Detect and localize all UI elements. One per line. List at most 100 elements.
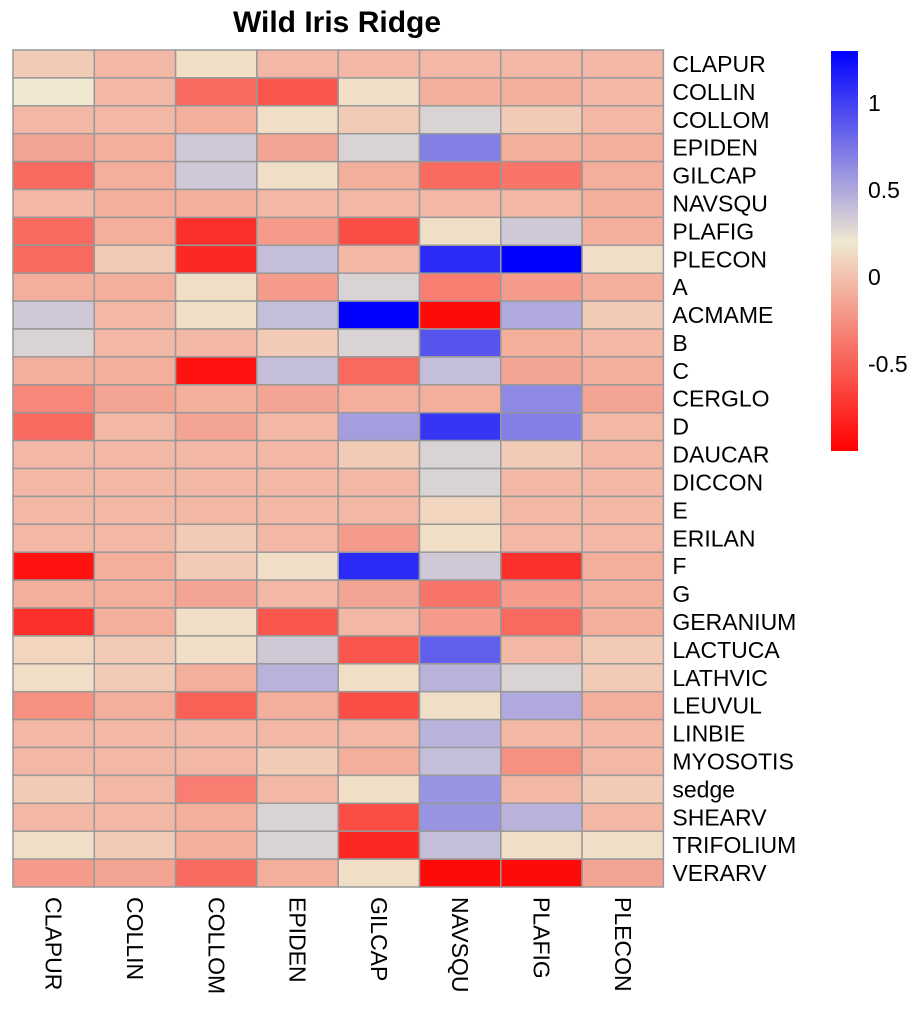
heatmap-cell-ERILAN-EPIDEN (256, 523, 339, 553)
heatmap-cell-MYOSOTIS-NAVSQU (418, 746, 502, 777)
heatmap-cell-ERILAN-COLLIN (93, 523, 177, 553)
heatmap-cell-LINBIE-GILCAP (337, 718, 421, 749)
heatmap-cell-ACMAME-PLECON (581, 300, 665, 330)
heatmap-cell-LACTUCA-COLLOM (174, 635, 258, 665)
heatmap-cell-LACTUCA-PLECON (581, 635, 665, 665)
heatmap-cell-sedge-PLAFIG (500, 774, 583, 805)
column-label-CLAPUR: CLAPUR (41, 897, 67, 990)
heatmap-cell-SHEARV-GILCAP (337, 802, 421, 832)
heatmap-cell-COLLIN-COLLIN (93, 77, 177, 107)
heatmap-cell-GILCAP-GILCAP (337, 160, 421, 191)
heatmap-cell-LATHVIC-COLLIN (93, 663, 177, 693)
heatmap-cell-LINBIE-NAVSQU (418, 718, 502, 749)
heatmap-cell-CERGLO-COLLIN (93, 384, 177, 414)
heatmap-cell-C-CLAPUR (12, 356, 96, 386)
heatmap-cell-NAVSQU-GILCAP (337, 188, 421, 219)
column-label-EPIDEN: EPIDEN (285, 897, 311, 983)
heatmap-cell-PLECON-COLLOM (174, 244, 258, 274)
heatmap-cell-PLAFIG-GILCAP (337, 216, 421, 247)
heatmap-cell-LACTUCA-COLLIN (93, 635, 177, 665)
legend-tick-label: -0.5 (868, 351, 908, 377)
heatmap-cell-ACMAME-GILCAP (337, 300, 421, 330)
heatmap-cell-NAVSQU-COLLIN (93, 188, 177, 219)
heatmap-cell-CERGLO-GILCAP (337, 384, 421, 414)
heatmap-cell-LEUVUL-COLLOM (174, 690, 258, 721)
row-label-TRIFOLIUM: TRIFOLIUM (672, 832, 796, 858)
column-label-PLECON: PLECON (610, 897, 636, 992)
row-label-ACMAME: ACMAME (672, 302, 773, 328)
heatmap-cell-PLAFIG-COLLOM (174, 216, 258, 247)
heatmap-cell-C-COLLIN (93, 356, 177, 386)
heatmap-cell-LACTUCA-EPIDEN (256, 635, 339, 665)
legend-tick-label: 1 (868, 90, 881, 116)
heatmap-cell-GERANIUM-PLECON (581, 607, 665, 637)
heatmap-cell-DAUCAR-PLAFIG (500, 439, 583, 470)
heatmap-cell-PLAFIG-CLAPUR (12, 216, 96, 247)
heatmap-cell-LEUVUL-GILCAP (337, 690, 421, 721)
heatmap-cell-A-CLAPUR (12, 272, 96, 302)
color-legend: 1 0.5 0 -0.5 (831, 51, 908, 451)
heatmap-cell-COLLIN-CLAPUR (12, 77, 96, 107)
row-label-LATHVIC: LATHVIC (672, 665, 767, 691)
heatmap-cell-PLECON-COLLIN (93, 244, 177, 274)
heatmap-cell-LEUVUL-COLLIN (93, 690, 177, 721)
heatmap-cell-GERANIUM-NAVSQU (418, 607, 502, 637)
heatmap-cell-GERANIUM-CLAPUR (12, 607, 96, 637)
heatmap-cell-DAUCAR-GILCAP (337, 439, 421, 470)
row-label-VERARV: VERARV (672, 860, 767, 886)
heatmap-cell-GILCAP-CLAPUR (12, 160, 96, 191)
heatmap-cell-LATHVIC-GILCAP (337, 663, 421, 693)
heatmap-cell-CLAPUR-GILCAP (337, 49, 421, 79)
heatmap-cell-LINBIE-PLECON (581, 718, 665, 749)
row-label-CERGLO: CERGLO (672, 386, 769, 412)
heatmap-cell-PLECON-NAVSQU (418, 244, 502, 274)
heatmap-cell-TRIFOLIUM-EPIDEN (256, 830, 339, 860)
heatmap-cell-A-PLAFIG (500, 272, 583, 302)
row-label-E: E (672, 497, 687, 523)
heatmap-cell-LEUVUL-NAVSQU (418, 690, 502, 721)
heatmap-cell-VERARV-COLLIN (93, 858, 177, 888)
heatmap-cell-PLECON-PLAFIG (500, 244, 583, 274)
heatmap-cell-DICCON-GILCAP (337, 467, 421, 498)
heatmap-cell-PLECON-PLECON (581, 244, 665, 274)
heatmap-cell-ACMAME-EPIDEN (256, 300, 339, 330)
heatmap-cell-GILCAP-NAVSQU (418, 160, 502, 191)
heatmap-cell-A-PLECON (581, 272, 665, 302)
heatmap-cell-C-NAVSQU (418, 356, 502, 386)
row-label-sedge: sedge (672, 776, 735, 802)
heatmap-cell-DICCON-PLECON (581, 467, 665, 498)
heatmap-cell-CLAPUR-COLLIN (93, 49, 177, 79)
heatmap-cell-D-NAVSQU (418, 411, 502, 442)
heatmap-cell-sedge-COLLIN (93, 774, 177, 805)
heatmap-cell-PLECON-GILCAP (337, 244, 421, 274)
heatmap-cell-ACMAME-NAVSQU (418, 300, 502, 330)
heatmap-cell-PLAFIG-EPIDEN (256, 216, 339, 247)
heatmap-cell-DICCON-NAVSQU (418, 467, 502, 498)
heatmap-cell-F-GILCAP (337, 551, 421, 581)
heatmap-cell-COLLOM-GILCAP (337, 105, 421, 135)
heatmap-cell-ACMAME-CLAPUR (12, 300, 96, 330)
heatmap-cell-B-COLLIN (93, 328, 177, 358)
heatmap-cell-GILCAP-PLAFIG (500, 160, 583, 191)
heatmap-cell-C-PLECON (581, 356, 665, 386)
heatmap-cell-E-CLAPUR (12, 495, 96, 526)
row-label-ERILAN: ERILAN (672, 525, 755, 551)
heatmap-cell-LINBIE-COLLOM (174, 718, 258, 749)
heatmap-cell-COLLOM-COLLIN (93, 105, 177, 135)
heatmap-cell-VERARV-EPIDEN (256, 858, 339, 888)
chart-title: Wild Iris Ridge (233, 6, 441, 39)
legend-tick-label: 0.5 (868, 177, 900, 203)
heatmap-cell-SHEARV-CLAPUR (12, 802, 96, 832)
row-label-SHEARV: SHEARV (672, 804, 767, 830)
column-label-PLAFIG: PLAFIG (528, 897, 554, 979)
heatmap-cell-G-COLLOM (174, 579, 258, 609)
heatmap-cell-C-GILCAP (337, 356, 421, 386)
heatmap-cell-CERGLO-EPIDEN (256, 384, 339, 414)
heatmap-cell-ACMAME-COLLIN (93, 300, 177, 330)
heatmap-cell-VERARV-NAVSQU (418, 858, 502, 888)
heatmap-cell-VERARV-COLLOM (174, 858, 258, 888)
heatmap-cell-LEUVUL-EPIDEN (256, 690, 339, 721)
row-label-CLAPUR: CLAPUR (672, 51, 765, 77)
heatmap-cell-GERANIUM-PLAFIG (500, 607, 583, 637)
heatmap-cell-MYOSOTIS-COLLIN (93, 746, 177, 777)
